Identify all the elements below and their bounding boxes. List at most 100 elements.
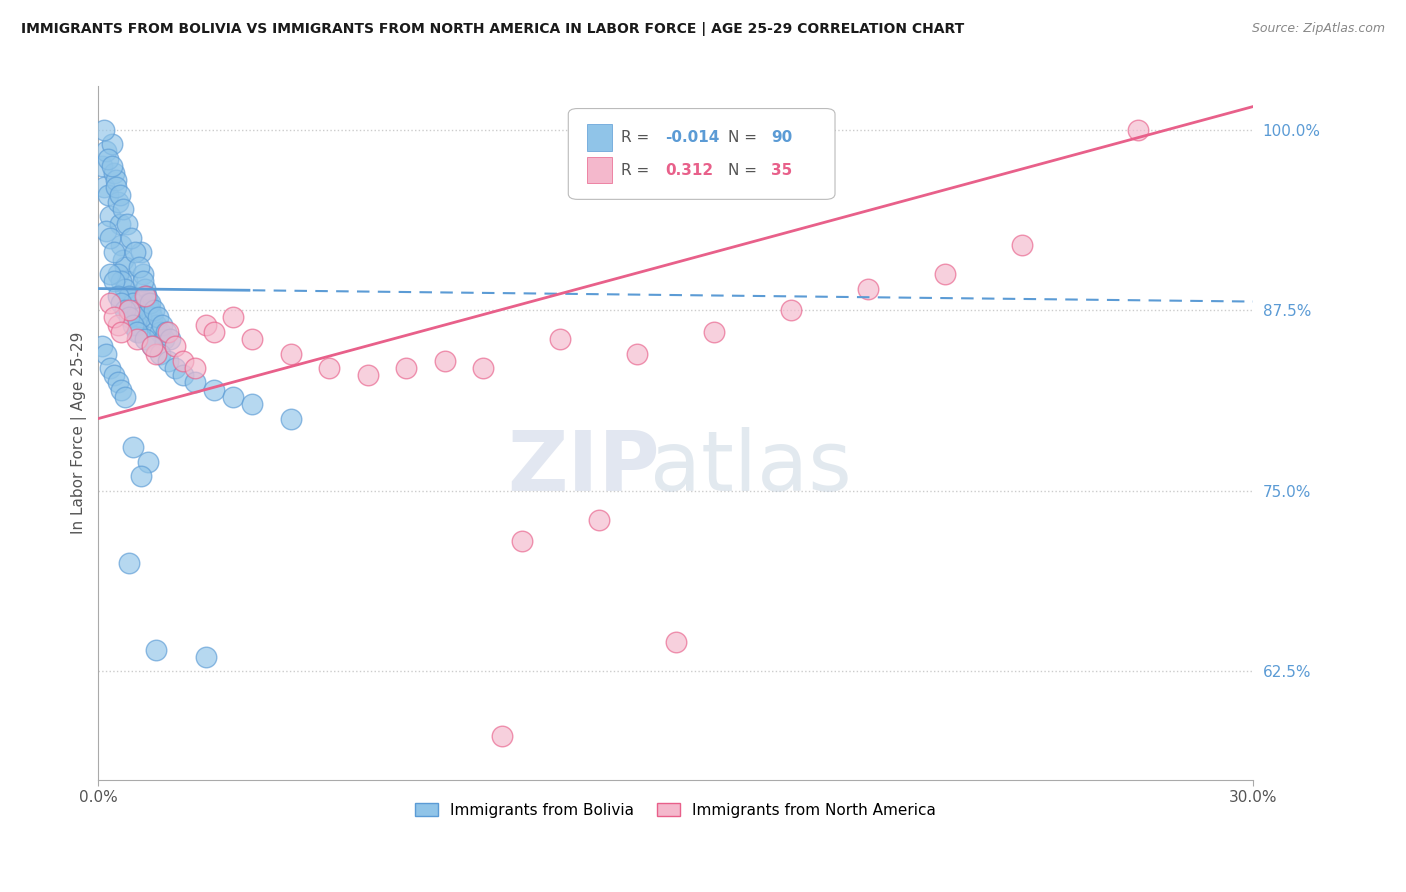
Point: [129, 245, 152, 260]
Point: [780, 303, 803, 318]
Point: [510, 534, 533, 549]
Point: [588, 513, 610, 527]
Point: [934, 267, 956, 281]
Point: [1011, 238, 1033, 252]
Point: [120, 296, 142, 310]
Point: [141, 310, 163, 325]
Point: [97, 152, 120, 166]
Point: [98, 296, 121, 310]
Point: [195, 649, 218, 664]
Point: [141, 339, 163, 353]
Point: [103, 245, 125, 260]
Point: [107, 267, 129, 281]
Text: 90: 90: [772, 130, 793, 145]
Point: [114, 390, 136, 404]
Bar: [586, 157, 612, 184]
Point: [91, 339, 114, 353]
Point: [172, 368, 194, 383]
Point: [124, 245, 146, 260]
Legend: Immigrants from Bolivia, Immigrants from North America: Immigrants from Bolivia, Immigrants from…: [409, 797, 942, 824]
Point: [103, 274, 125, 288]
Point: [395, 361, 418, 376]
Point: [149, 346, 172, 360]
Point: [107, 376, 129, 390]
Point: [118, 303, 141, 318]
Point: [143, 303, 166, 318]
Point: [222, 390, 245, 404]
Point: [107, 318, 129, 332]
Point: [104, 180, 127, 194]
Point: [165, 339, 187, 353]
Y-axis label: In Labor Force | Age 25-29: In Labor Force | Age 25-29: [72, 332, 87, 534]
Point: [145, 642, 167, 657]
Point: [138, 296, 160, 310]
Point: [240, 397, 263, 411]
Text: atlas: atlas: [650, 427, 852, 508]
Text: R =: R =: [621, 130, 650, 145]
Text: IMMIGRANTS FROM BOLIVIA VS IMMIGRANTS FROM NORTH AMERICA IN LABOR FORCE | AGE 25: IMMIGRANTS FROM BOLIVIA VS IMMIGRANTS FR…: [21, 22, 965, 37]
Point: [118, 289, 141, 303]
Point: [118, 556, 141, 570]
Point: [202, 325, 225, 339]
Point: [165, 361, 187, 376]
Point: [122, 318, 145, 332]
Point: [626, 346, 648, 360]
Point: [122, 303, 145, 318]
Point: [156, 325, 179, 339]
Point: [280, 411, 302, 425]
Point: [108, 217, 131, 231]
Point: [93, 122, 115, 136]
Point: [125, 303, 148, 318]
Point: [134, 289, 156, 303]
Point: [104, 173, 127, 187]
Point: [703, 325, 725, 339]
Point: [97, 187, 120, 202]
Point: [114, 281, 136, 295]
Point: [107, 194, 129, 209]
Point: [135, 289, 157, 303]
Point: [1126, 122, 1149, 136]
Point: [183, 376, 205, 390]
Text: 0.312: 0.312: [665, 162, 713, 178]
Point: [108, 187, 131, 202]
Point: [548, 332, 571, 346]
Point: [152, 332, 174, 346]
Point: [131, 267, 153, 281]
Point: [103, 368, 125, 383]
Point: [91, 159, 114, 173]
Point: [139, 296, 162, 310]
Point: [491, 729, 513, 743]
Text: N =: N =: [728, 130, 756, 145]
Point: [183, 361, 205, 376]
Point: [125, 325, 148, 339]
Point: [357, 368, 380, 383]
Point: [110, 238, 132, 252]
Point: [128, 260, 150, 274]
Point: [318, 361, 340, 376]
Point: [128, 325, 150, 339]
Point: [122, 441, 145, 455]
Point: [110, 383, 132, 397]
Point: [155, 325, 177, 339]
Point: [114, 260, 136, 274]
Text: 35: 35: [772, 162, 793, 178]
Point: [124, 310, 146, 325]
Point: [149, 325, 172, 339]
Point: [122, 296, 145, 310]
Point: [98, 361, 121, 376]
Point: [114, 303, 136, 318]
Point: [110, 296, 132, 310]
Point: [103, 166, 125, 180]
Point: [280, 346, 302, 360]
Point: [141, 339, 163, 353]
Point: [202, 383, 225, 397]
Point: [139, 303, 162, 318]
Point: [150, 318, 173, 332]
FancyBboxPatch shape: [568, 109, 835, 199]
Point: [94, 346, 117, 360]
Point: [103, 310, 125, 325]
Point: [101, 159, 124, 173]
Point: [240, 332, 263, 346]
Point: [146, 310, 169, 325]
Point: [98, 210, 121, 224]
